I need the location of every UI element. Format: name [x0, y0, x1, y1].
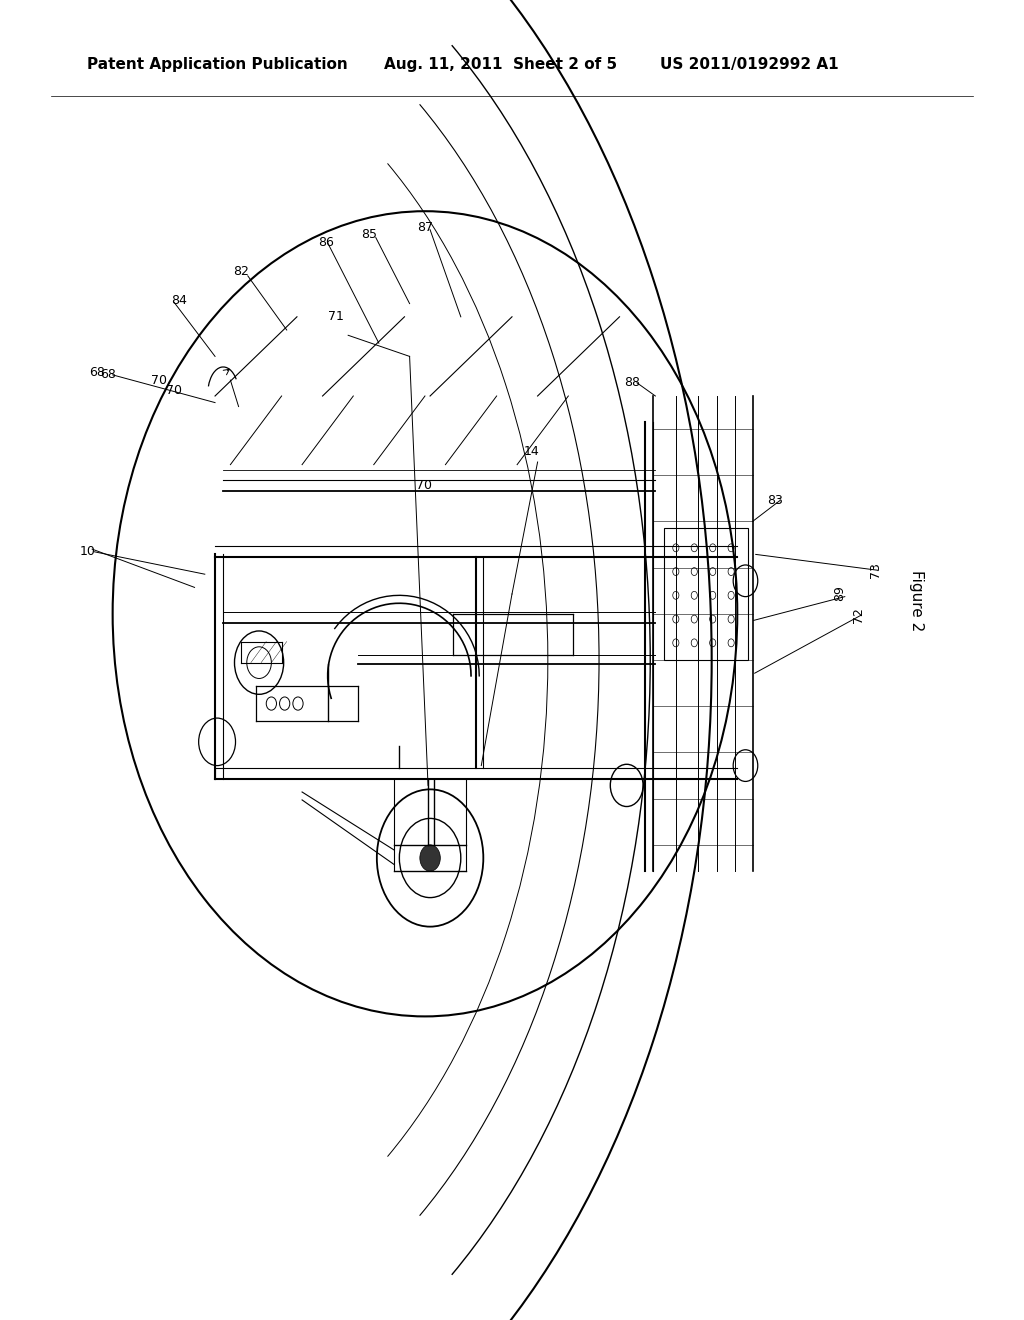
Text: Figure 2: Figure 2 — [909, 570, 924, 631]
Circle shape — [420, 845, 440, 871]
Text: 68: 68 — [89, 366, 105, 379]
Text: 83: 83 — [767, 494, 783, 507]
Text: 87: 87 — [417, 220, 433, 234]
Text: 89: 89 — [834, 585, 846, 601]
Text: 70: 70 — [151, 374, 167, 387]
Text: US 2011/0192992 A1: US 2011/0192992 A1 — [660, 57, 839, 71]
Text: Aug. 11, 2011  Sheet 2 of 5: Aug. 11, 2011 Sheet 2 of 5 — [384, 57, 617, 71]
Text: 14: 14 — [523, 445, 540, 458]
Text: 73: 73 — [869, 562, 882, 578]
Text: 68: 68 — [100, 368, 117, 381]
Text: 10: 10 — [80, 545, 96, 558]
Text: 86: 86 — [317, 236, 334, 249]
Text: 70: 70 — [416, 479, 432, 492]
Text: 88: 88 — [624, 376, 640, 389]
Text: 82: 82 — [232, 265, 249, 279]
Bar — [664, 528, 748, 660]
Text: Patent Application Publication: Patent Application Publication — [87, 57, 348, 71]
Text: 72: 72 — [852, 607, 864, 623]
Text: 71: 71 — [328, 310, 344, 323]
Text: 70: 70 — [166, 384, 182, 397]
Text: 85: 85 — [360, 228, 377, 242]
Text: 84: 84 — [171, 294, 187, 308]
